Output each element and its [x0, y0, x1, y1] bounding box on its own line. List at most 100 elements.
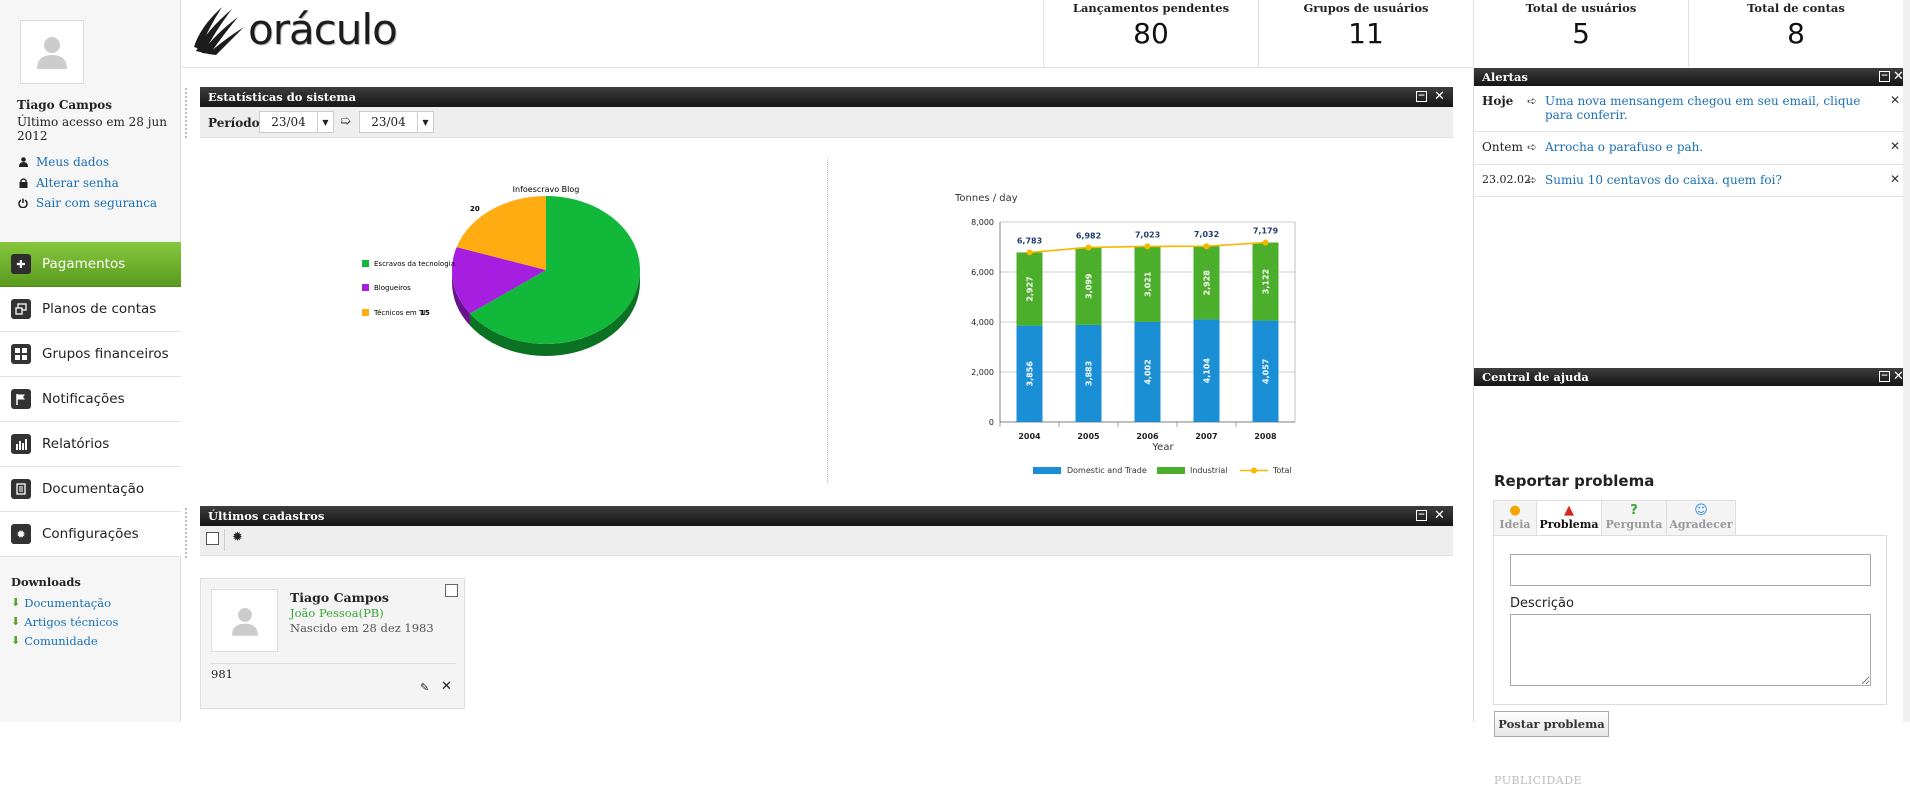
- nav-label: Planos de contas: [42, 301, 157, 317]
- user-silhouette-icon: [231, 607, 258, 636]
- bar-value-label: 3,122: [1262, 269, 1271, 294]
- problem-title-input[interactable]: [1510, 554, 1871, 586]
- card-born: Nascido em 28 dez 1983: [290, 621, 434, 635]
- smile-icon: ☺: [1694, 503, 1708, 518]
- pie-chart: Infoescravo Blog 20 15 Escravos da tecno…: [362, 185, 640, 356]
- link-my-data-label[interactable]: Meus dados: [36, 155, 109, 170]
- description-textarea[interactable]: [1510, 614, 1871, 686]
- minimize-icon[interactable]: −: [1416, 510, 1427, 521]
- alert-text[interactable]: Sumiu 10 centavos do caixa. quem foi?: [1545, 173, 1782, 187]
- alert-text[interactable]: Arrocha o parafuso e pah.: [1545, 140, 1704, 154]
- person-icon: [18, 157, 28, 168]
- minimize-icon[interactable]: −: [1416, 91, 1427, 102]
- total-point: [1026, 249, 1033, 256]
- nav-item-notificacoes[interactable]: Notificações: [0, 377, 181, 422]
- link-change-password[interactable]: Alterar senha: [18, 173, 157, 194]
- tab-ideia[interactable]: ● Ideia: [1493, 500, 1537, 536]
- delete-icon[interactable]: ✕: [441, 679, 452, 694]
- close-icon[interactable]: ✕: [1893, 369, 1904, 384]
- alert-item[interactable]: 23.02.02 ➪ Sumiu 10 centavos do caixa. q…: [1474, 165, 1906, 197]
- download-link-documentacao[interactable]: ⬇ Documentação: [11, 593, 118, 612]
- minimize-icon[interactable]: −: [1879, 71, 1890, 82]
- alert-item[interactable]: Ontem ➪ Arrocha o parafuso e pah. ✕: [1474, 132, 1906, 165]
- arrow-right-icon: ➯: [340, 114, 351, 129]
- select-all-checkbox[interactable]: [206, 532, 219, 545]
- alert-item[interactable]: Hoje ➪ Uma nova mensangem chegou em seu …: [1474, 86, 1906, 132]
- gear-icon[interactable]: ✹: [232, 530, 243, 545]
- minimize-icon[interactable]: −: [1879, 371, 1890, 382]
- post-problem-button[interactable]: Postar problema: [1494, 711, 1609, 737]
- download-link-artigos[interactable]: ⬇ Artigos técnicos: [11, 612, 118, 631]
- y-tick-label: 4,000: [971, 318, 994, 327]
- download-link-comunidade[interactable]: ⬇ Comunidade: [11, 631, 118, 650]
- close-icon[interactable]: ✕: [1434, 89, 1445, 104]
- tab-agradecer[interactable]: ☺ Agradecer: [1666, 500, 1736, 536]
- download-arrow-icon: ⬇: [11, 634, 21, 647]
- legend-swatch: [362, 260, 369, 267]
- link-logout[interactable]: Sair com seguranca: [18, 193, 157, 214]
- close-icon[interactable]: ✕: [1434, 508, 1445, 523]
- stat-value: 11: [1348, 17, 1384, 50]
- tab-problema[interactable]: ▲ Problema: [1536, 500, 1602, 536]
- nav-item-relatorios[interactable]: Relatórios: [0, 422, 181, 467]
- stat-lancamentos[interactable]: Lançamentos pendentes 80: [1043, 0, 1258, 67]
- close-icon[interactable]: ✕: [1893, 69, 1904, 84]
- drag-handle[interactable]: [185, 508, 192, 558]
- stats-panel-title: Estatísticas do sistema: [208, 90, 357, 104]
- bar-domestic: [1075, 324, 1102, 422]
- link-logout-label[interactable]: Sair com seguranca: [36, 196, 158, 211]
- download-label[interactable]: Documentação: [24, 595, 112, 610]
- tab-label: Agradecer: [1669, 518, 1733, 531]
- registration-card[interactable]: Tiago Campos João Pessoa(PB) Nascido em …: [200, 578, 465, 709]
- nav-item-planos-de-contas[interactable]: Planos de contas: [0, 287, 181, 332]
- card-checkbox[interactable]: [445, 584, 458, 597]
- description-label: Descrição: [1510, 596, 1574, 611]
- card-number: 981: [211, 667, 233, 681]
- close-icon[interactable]: ✕: [1889, 172, 1900, 186]
- header-divider: [181, 67, 1473, 68]
- warning-icon: ▲: [1564, 503, 1574, 518]
- scrollbar[interactable]: [1903, 0, 1910, 722]
- bar-industrial: [1075, 247, 1102, 325]
- total-value-label: 7,179: [1253, 227, 1279, 236]
- stat-usuarios[interactable]: Total de usuários 5: [1473, 0, 1688, 67]
- stacked-bar-chart: Tonnes / day Year 0 2,000 4,000 6,000 8,000 2…: [954, 193, 1296, 475]
- stat-grupos[interactable]: Grupos de usuários 11: [1258, 0, 1473, 67]
- alert-text[interactable]: Uma nova mensangem chegou em seu email, …: [1545, 94, 1861, 122]
- gear-icon: ✹: [11, 524, 31, 544]
- total-point: [1085, 244, 1092, 251]
- nav-item-grupos-financeiros[interactable]: Grupos financeiros: [0, 332, 181, 377]
- close-icon[interactable]: ✕: [1889, 139, 1900, 153]
- drag-handle[interactable]: [185, 88, 192, 138]
- bar-industrial: [1252, 242, 1279, 321]
- link-my-data[interactable]: Meus dados: [18, 152, 157, 173]
- logo[interactable]: oráculo: [192, 0, 398, 58]
- nav-label: Grupos financeiros: [42, 346, 169, 362]
- stat-contas[interactable]: Total de contas 8: [1688, 0, 1903, 67]
- tab-label: Pergunta: [1605, 518, 1663, 531]
- link-change-password-label[interactable]: Alterar senha: [36, 175, 119, 190]
- nav-item-pagamentos[interactable]: ✚ Pagamentos: [0, 242, 181, 287]
- grid-icon: [11, 344, 31, 364]
- download-label[interactable]: Comunidade: [24, 633, 98, 648]
- total-value-label: 6,783: [1017, 236, 1042, 245]
- tab-pergunta[interactable]: ? Pergunta: [1601, 500, 1667, 536]
- nav-item-configuracoes[interactable]: ✹ Configurações: [0, 512, 181, 557]
- pencil-icon[interactable]: ✎: [420, 681, 430, 694]
- user-silhouette-icon: [37, 37, 67, 69]
- bar-value-label: 3,883: [1085, 361, 1094, 386]
- period-label: Período: [208, 116, 260, 130]
- user-links: Meus dados Alterar senha Sair com segura…: [18, 152, 157, 214]
- arrow-right-icon: ➪: [1527, 94, 1538, 108]
- total-point: [1203, 243, 1210, 250]
- bar-value-label: 4,002: [1144, 359, 1153, 384]
- period-to-value: 23/04: [371, 115, 406, 129]
- close-icon[interactable]: ✕: [1889, 93, 1900, 107]
- nav-item-documentacao[interactable]: Documentação: [0, 467, 181, 512]
- alert-date: Ontem: [1482, 140, 1523, 154]
- download-label[interactable]: Artigos técnicos: [24, 614, 119, 629]
- alert-date: 23.02.02: [1482, 173, 1531, 186]
- period-to-select[interactable]: 23/04 ▼: [359, 111, 434, 133]
- total-point: [1262, 239, 1269, 246]
- period-from-select[interactable]: 23/04 ▼: [259, 111, 334, 133]
